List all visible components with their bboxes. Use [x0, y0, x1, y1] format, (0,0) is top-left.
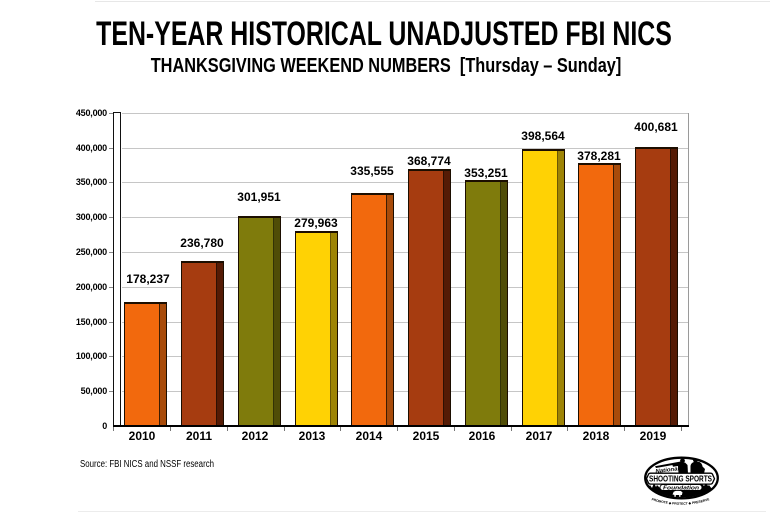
svg-text:SHOOTING SPORTS: SHOOTING SPORTS — [649, 475, 712, 484]
svg-text:Foundation: Foundation — [663, 485, 700, 491]
svg-text:National: National — [655, 466, 680, 475]
